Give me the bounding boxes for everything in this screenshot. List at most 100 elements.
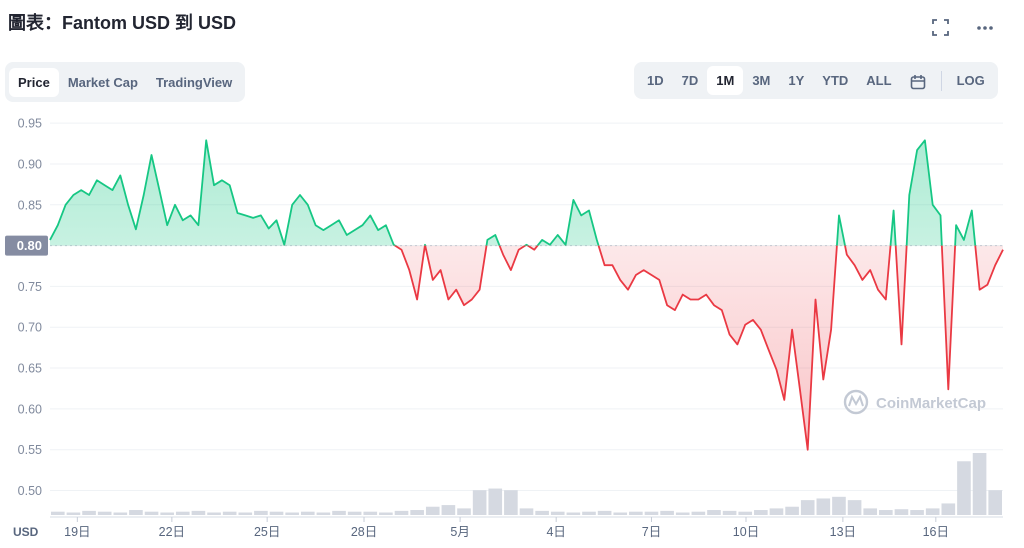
volume-bar (550, 511, 565, 515)
chart-title: 圖表：Fantom USD 到 USD (8, 13, 237, 33)
price-line-down (283, 245, 1004, 451)
volume-bar (925, 508, 940, 515)
volume-bar (738, 511, 753, 515)
x-tick-label: 4日 (546, 525, 565, 539)
volume-bar (191, 510, 206, 515)
range-button[interactable]: 3M (752, 73, 771, 88)
x-tick-label: 25日 (254, 525, 280, 539)
volume-bar (988, 490, 1002, 515)
range-button[interactable]: 1M (707, 66, 744, 95)
volume-bar (207, 512, 221, 515)
y-tick-label: 0.90 (18, 157, 42, 171)
tab-bar: Price Market Cap TradingView (5, 62, 246, 102)
volume-bar (722, 510, 737, 515)
range-button[interactable]: YTD (822, 73, 849, 88)
calendar-button[interactable] (901, 66, 935, 95)
volume-bar (332, 510, 346, 515)
volume-bar (754, 510, 768, 515)
y-tick-label: 0.60 (18, 402, 42, 416)
tab-button[interactable]: Price (9, 67, 59, 97)
volume-bar (51, 511, 65, 515)
volume-bar (597, 510, 612, 515)
y-tick-label: 0.80 (17, 238, 42, 253)
volume-bar (566, 512, 581, 515)
separator (940, 70, 942, 91)
y-tick-label: 0.50 (18, 484, 42, 498)
volume-bar (269, 511, 284, 515)
watermark: CoinMarketCap (843, 389, 986, 415)
volume-bar (894, 509, 909, 515)
volume-bar (675, 512, 690, 515)
x-tick-label: 13日 (830, 525, 856, 539)
volume-bar (941, 503, 956, 515)
volume-bar (238, 512, 253, 515)
y-tick-label: 0.65 (18, 362, 42, 376)
volume-bar (847, 500, 862, 515)
x-tick-label: 19日 (64, 525, 90, 539)
volume-bar (863, 508, 878, 515)
volume-bar (644, 511, 659, 515)
y-tick-label: 0.55 (18, 443, 42, 457)
volume-bar (175, 511, 190, 515)
volume-bar (707, 510, 721, 515)
log-button[interactable]: LOG (956, 73, 985, 88)
calendar-icon (910, 74, 925, 89)
volume-bar (957, 461, 971, 515)
volume-bar (129, 510, 143, 515)
volume-bar (535, 510, 549, 515)
more-icon[interactable] (977, 26, 993, 30)
volume-bar (363, 511, 378, 515)
y-tick-label: 0.95 (18, 117, 42, 131)
volume-bar (504, 490, 518, 515)
x-tick-label: 5月 (450, 525, 469, 539)
volume-bar (832, 496, 846, 515)
x-tick-label: 7日 (642, 525, 661, 539)
x-tick-label: 22日 (159, 525, 185, 539)
volume-bar (800, 500, 815, 515)
volume-bar (410, 510, 424, 515)
fullscreen-icon[interactable] (932, 19, 949, 36)
volume-bar (582, 511, 596, 515)
volume-bar (425, 506, 440, 515)
volume-bar (488, 488, 503, 515)
y-tick-label: 0.70 (18, 321, 42, 335)
price-line-up (49, 139, 977, 246)
volume-bar (222, 511, 237, 515)
x-tick-label: 28日 (351, 525, 377, 539)
watermark-logo (843, 389, 869, 415)
volume-bar (394, 510, 409, 515)
volume-bar (816, 498, 831, 515)
range-button[interactable]: ALL (866, 73, 892, 88)
range-button[interactable]: 1D (647, 73, 664, 88)
area-down (394, 245, 1003, 450)
volume-bar (769, 508, 784, 515)
volume-bar (285, 512, 299, 515)
range-button[interactable]: 1Y (788, 73, 805, 88)
volume-bar (457, 508, 471, 515)
volume-bar (66, 512, 81, 515)
volume-bar (82, 510, 96, 515)
volume-bar (300, 511, 315, 515)
volume-bar (785, 506, 799, 515)
volume-bar (691, 511, 706, 515)
axes-layer: 0.50 0.55 0.60 0.65 0.70 0.75 0.80 0.85 0.90 0.95… (5, 117, 949, 539)
tab-button[interactable]: Market Cap (67, 74, 138, 90)
baseline-label-box (5, 235, 48, 256)
watermark-logo-mark (848, 394, 864, 407)
range-bar: 1D 7D 1M 3M 1Y YTD ALL LOG (634, 62, 998, 99)
y-tick-label: 0.75 (18, 280, 42, 294)
range-button[interactable]: 7D (681, 73, 699, 88)
volume-bar (472, 490, 487, 515)
volume-bar (160, 512, 174, 515)
volume-bar (316, 512, 331, 515)
volume-bar (660, 510, 674, 515)
volume-bar (254, 510, 268, 515)
currency-label: USD (13, 525, 39, 539)
series-layer (49, 139, 1004, 451)
tab-button[interactable]: TradingView (155, 74, 233, 90)
volume-bar (144, 511, 159, 515)
volume-bar (972, 453, 987, 515)
volume-bar (879, 510, 893, 515)
area-up (50, 140, 1003, 246)
